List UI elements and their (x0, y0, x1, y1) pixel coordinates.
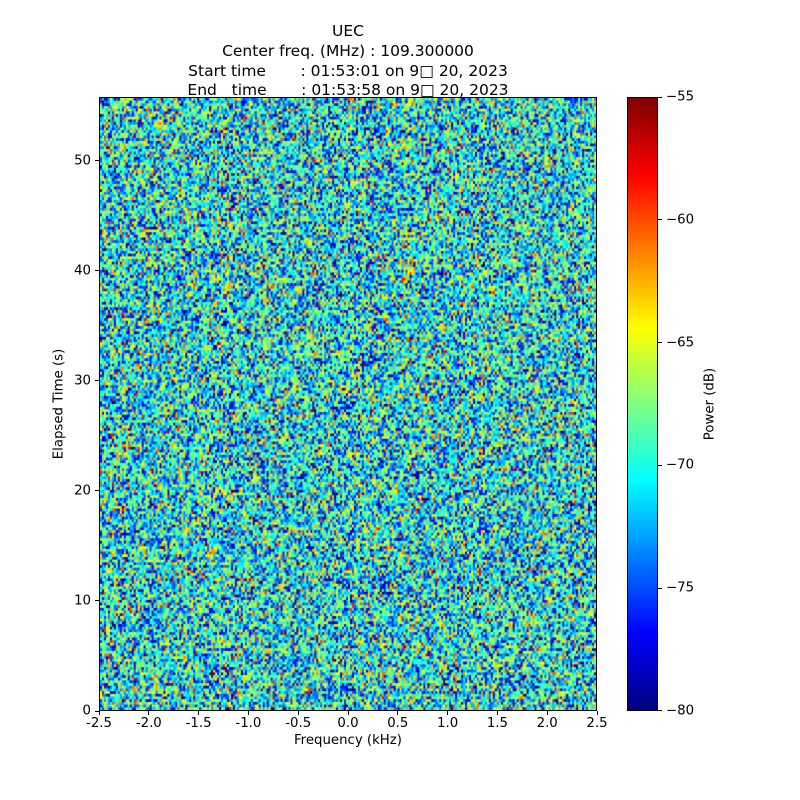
y-axis-label: Elapsed Time (s) (51, 348, 67, 460)
colorbar-tick-label: −60 (666, 212, 695, 228)
colorbar-tick-label: −80 (666, 703, 695, 719)
colorbar-tick-label: −75 (666, 580, 695, 596)
colorbar-label: Power (dB) (702, 367, 718, 441)
y-tick-mark (95, 600, 99, 602)
end-time-line: End time : 01:53:58 on 9□ 20, 2023 (187, 81, 509, 99)
y-tick-label: 20 (74, 483, 91, 499)
x-tick-mark (148, 711, 150, 715)
colorbar-tick-mark (658, 587, 662, 589)
x-tick-mark (347, 711, 349, 715)
y-tick-mark (95, 380, 99, 382)
y-tick-label: 40 (74, 263, 91, 279)
x-axis-label: Frequency (kHz) (294, 733, 402, 748)
x-tick-mark (596, 711, 598, 715)
colorbar-tick-label: −70 (666, 457, 695, 473)
x-tick-mark (198, 711, 200, 715)
y-tick-label: 10 (74, 593, 91, 609)
colorbar-tick-mark (658, 464, 662, 466)
colorbar (627, 97, 658, 711)
x-tick-mark (247, 711, 249, 715)
x-tick-label: 0.5 (387, 716, 409, 731)
x-tick-mark (297, 711, 299, 715)
center-freq-line: Center freq. (MHz) : 109.300000 (222, 42, 474, 60)
x-tick-label: 2.0 (536, 716, 558, 731)
x-tick-label: 2.5 (586, 716, 608, 731)
colorbar-tick-mark (658, 709, 662, 711)
y-tick-mark (95, 270, 99, 272)
x-tick-label: -2.0 (135, 716, 162, 731)
colorbar-tick-mark (658, 219, 662, 221)
x-tick-label: 1.5 (486, 716, 508, 731)
colorbar-gradient (628, 98, 657, 710)
x-tick-label: -2.5 (86, 716, 112, 731)
x-tick-mark (98, 711, 100, 715)
y-tick-mark (95, 160, 99, 162)
x-tick-label: -0.5 (285, 716, 312, 731)
y-tick-mark (95, 490, 99, 492)
spectrogram-plot-area (99, 97, 597, 711)
start-time-line: Start time : 01:53:01 on 9□ 20, 2023 (188, 62, 508, 80)
spectrogram-image (100, 98, 596, 710)
colorbar-tick-label: −55 (666, 89, 695, 105)
colorbar-tick-mark (658, 342, 662, 344)
x-tick-label: -1.0 (235, 716, 262, 731)
y-tick-label: 30 (74, 373, 91, 389)
x-tick-label: 0.0 (337, 716, 359, 731)
colorbar-tick-mark (658, 96, 662, 98)
x-tick-mark (397, 711, 399, 715)
x-tick-label: 1.0 (437, 716, 459, 731)
y-tick-label: 50 (74, 153, 91, 169)
chart-title: UEC (332, 22, 364, 40)
y-tick-mark (95, 710, 99, 712)
x-tick-mark (496, 711, 498, 715)
x-tick-label: -1.5 (185, 716, 212, 731)
colorbar-tick-label: −65 (666, 335, 695, 351)
x-tick-mark (546, 711, 548, 715)
x-tick-mark (447, 711, 449, 715)
y-tick-label: 0 (82, 703, 91, 719)
